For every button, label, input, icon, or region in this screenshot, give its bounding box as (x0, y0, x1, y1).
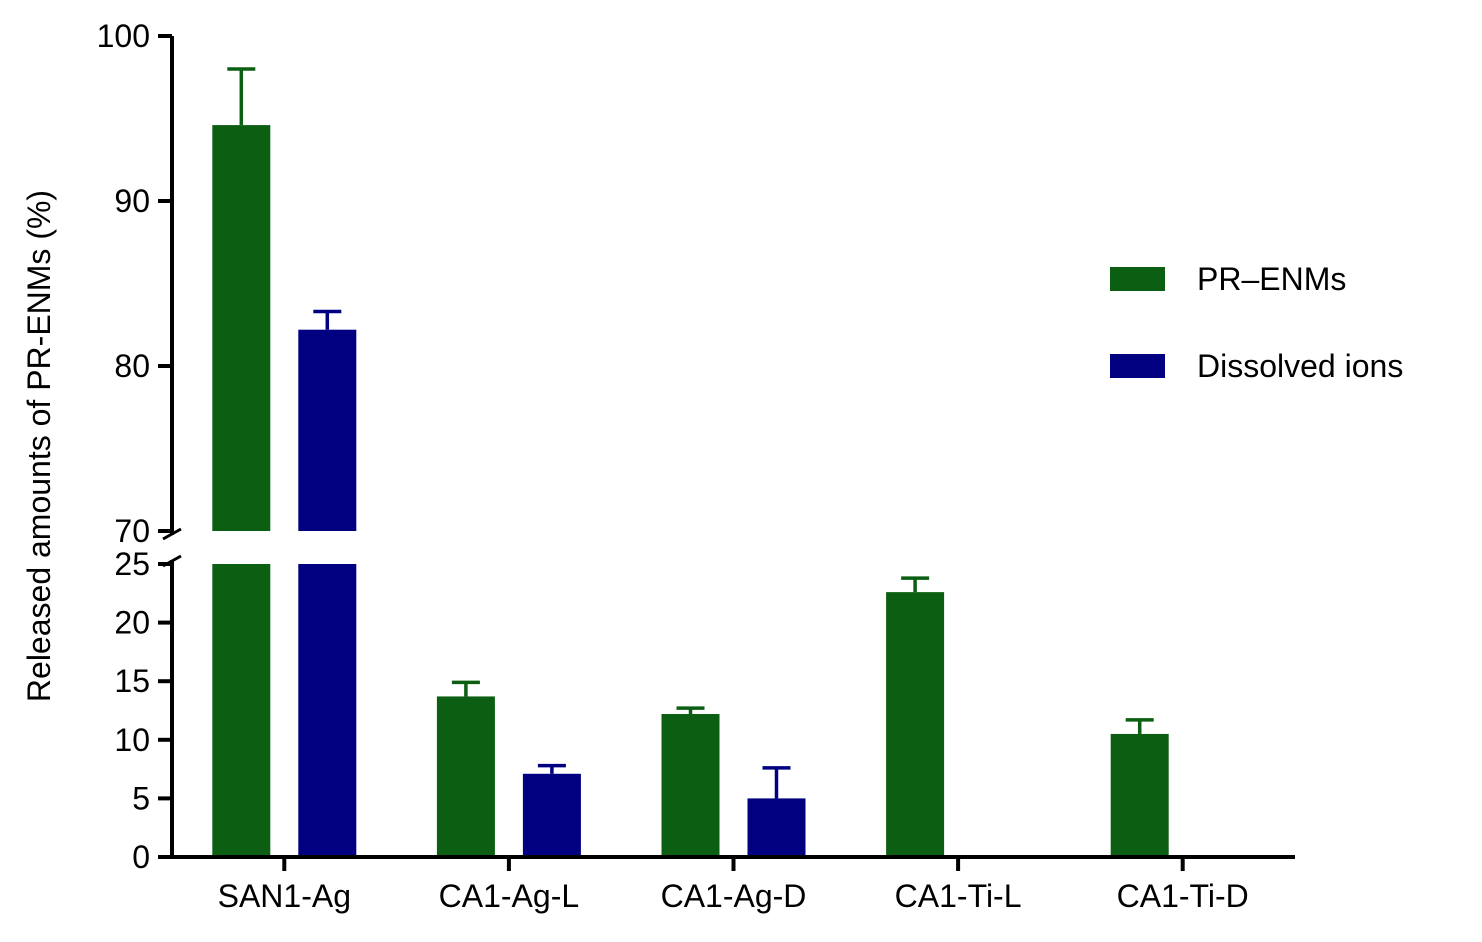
y-tick-label-lower-2: 10 (114, 722, 150, 758)
bar-0-3 (886, 592, 945, 857)
y-tick-label-upper-0: 70 (114, 513, 150, 549)
legend-label-0: PR–ENMs (1197, 261, 1346, 297)
x-tick-label-0: SAN1-Ag (218, 878, 351, 914)
y-axis-title: Released amounts of PR-ENMs (%) (21, 190, 57, 702)
legend-swatch-1 (1110, 354, 1165, 378)
y-tick-label-upper-1: 80 (114, 348, 150, 384)
bar-0-1 (436, 696, 495, 857)
bar-0-2 (661, 714, 720, 857)
bar-upper-0-0 (212, 125, 271, 531)
y-tick-label-lower-3: 15 (114, 663, 150, 699)
bar-0-4 (1110, 733, 1169, 857)
bar-1-2 (747, 798, 806, 857)
bar-lower-1-0 (298, 564, 357, 857)
legend-swatch-0 (1110, 267, 1165, 291)
y-tick-label-upper-2: 90 (114, 183, 150, 219)
legend-label-1: Dissolved ions (1197, 348, 1403, 384)
y-tick-label-lower-1: 5 (132, 780, 150, 816)
bar-upper-1-0 (298, 329, 357, 531)
x-tick-label-2: CA1-Ag-D (661, 878, 807, 914)
bar-1-1 (522, 773, 581, 857)
x-tick-label-3: CA1-Ti-L (895, 878, 1022, 914)
axis-break-mark-upper (162, 527, 182, 541)
bar-lower-0-0 (212, 564, 271, 857)
x-tick-label-1: CA1-Ag-L (439, 878, 580, 914)
y-tick-label-upper-3: 100 (97, 18, 150, 54)
y-tick-label-lower-5: 25 (114, 546, 150, 582)
y-tick-label-lower-4: 20 (114, 605, 150, 641)
x-tick-label-4: CA1-Ti-D (1117, 878, 1249, 914)
y-tick-label-lower-0: 0 (132, 839, 150, 875)
